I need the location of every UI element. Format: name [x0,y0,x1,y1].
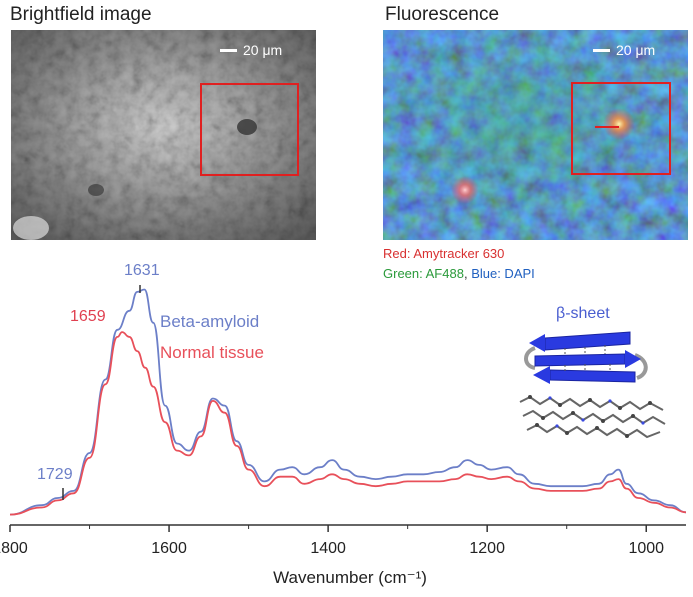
stain-legend-red: Red: Amytracker 630 [383,246,505,261]
peak-label-1631: 1631 [124,262,160,279]
series-label-beta-amyloid: Beta-amyloid [160,312,260,331]
fluorescence-title: Fluorescence [385,4,500,25]
x-axis-title: Wavenumber (cm⁻¹) [273,568,427,587]
series-line-normal-tissue [9,331,687,516]
fluorescence-roi-box [571,82,671,175]
brightfield-roi-box [200,83,299,176]
tick-layer: 1800 1600 1400 1200 1000 [0,525,664,557]
x-tick-label-1400: 1400 [310,540,346,557]
brightfield-scale-bar: 20 μm [220,42,282,58]
peak-label-1659: 1659 [70,308,106,325]
beta-sheet-diagram [519,331,666,439]
beta-sheet-label: β-sheet [556,305,610,322]
x-tick-label-1800: 1800 [0,540,28,557]
series-line-beta-amyloid [9,288,687,516]
x-tick-label-1000: 1000 [628,540,664,557]
stain-legend-green: Green: AF488 [383,266,464,281]
brightfield-image [11,30,316,240]
scale-bar-label: 20 μm [243,42,283,58]
x-tick-label-1200: 1200 [469,540,505,557]
fluorescence-scale-bar: 20 μm [593,42,655,58]
series-label-normal-tissue: Normal tissue [160,343,264,362]
ftir-spectrum-chart: 1800 1600 1400 1200 1000 Wavenumber (cm⁻¹) [0,285,687,587]
stain-legend-blue: Blue: DAPI [471,266,535,281]
peak-label-1729: 1729 [37,466,73,483]
series-layer [9,288,687,516]
x-tick-label-1600: 1600 [151,540,187,557]
stain-legend-separator: , [463,266,472,281]
brightfield-title: Brightfield image [10,4,152,25]
stain-legend-line2: Green: AF488, Blue: DAPI [383,266,535,281]
scale-bar-line [593,48,610,52]
scale-bar-label: 20 μm [616,42,656,58]
fluorescence-image [383,30,688,240]
scale-bar-line [220,48,237,52]
